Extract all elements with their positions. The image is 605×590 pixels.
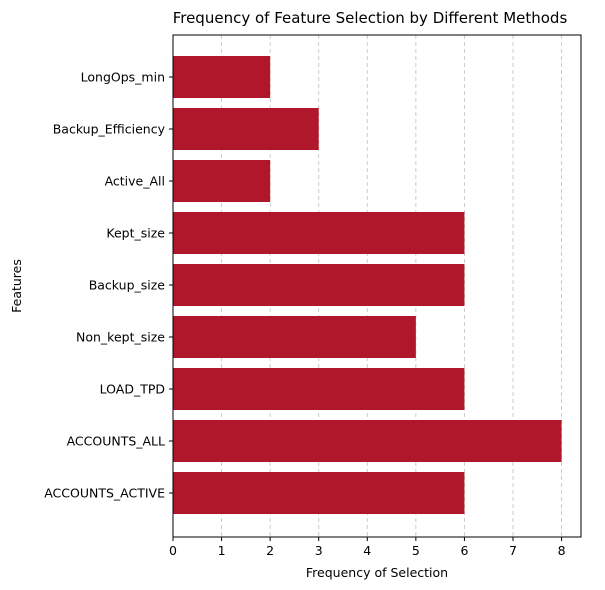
bar-3 bbox=[173, 316, 416, 358]
x-tick-label-5: 5 bbox=[412, 543, 420, 558]
bar-8 bbox=[173, 56, 271, 98]
y-tick-label-5: Kept_size bbox=[106, 226, 165, 241]
x-tick-label-7: 7 bbox=[509, 543, 517, 558]
y-tick-label-1: ACCOUNTS_ALL bbox=[67, 434, 165, 449]
y-tick-label-6: Active_All bbox=[105, 174, 165, 189]
y-tick-label-0: ACCOUNTS_ACTIVE bbox=[44, 486, 165, 501]
y-tick-label-2: LOAD_TPD bbox=[100, 382, 165, 397]
x-tick-label-1: 1 bbox=[218, 543, 226, 558]
bar-6 bbox=[173, 160, 271, 202]
bar-layer bbox=[173, 56, 562, 514]
bar-2 bbox=[173, 368, 465, 410]
y-tick-label-8: LongOps_min bbox=[81, 70, 165, 85]
y-tick-label-7: Backup_Efficiency bbox=[53, 122, 166, 137]
x-tick-label-4: 4 bbox=[363, 543, 371, 558]
chart-title: Frequency of Feature Selection by Differ… bbox=[173, 9, 568, 27]
x-tick-label-3: 3 bbox=[315, 543, 323, 558]
x-axis-label: Frequency of Selection bbox=[306, 565, 448, 580]
axis-layer: 0 1 2 3 4 5 6 7 8 ACCOUNTS_ACTIVE ACCOUNTS_ALL LOAD… bbox=[44, 34, 582, 558]
x-tick-label-8: 8 bbox=[558, 543, 566, 558]
x-tick-label-0: 0 bbox=[169, 543, 177, 558]
x-tick-label-2: 2 bbox=[266, 543, 274, 558]
x-tick-label-6: 6 bbox=[460, 543, 468, 558]
bar-0 bbox=[173, 472, 465, 514]
bar-1 bbox=[173, 420, 562, 462]
bar-5 bbox=[173, 212, 465, 254]
plot-frame bbox=[172, 34, 582, 538]
bar-7 bbox=[173, 108, 319, 150]
bar-4 bbox=[173, 264, 465, 306]
y-tick-label-3: Non_kept_size bbox=[76, 330, 165, 345]
y-tick-label-4: Backup_size bbox=[89, 278, 166, 293]
y-axis-label: Features bbox=[9, 259, 24, 313]
